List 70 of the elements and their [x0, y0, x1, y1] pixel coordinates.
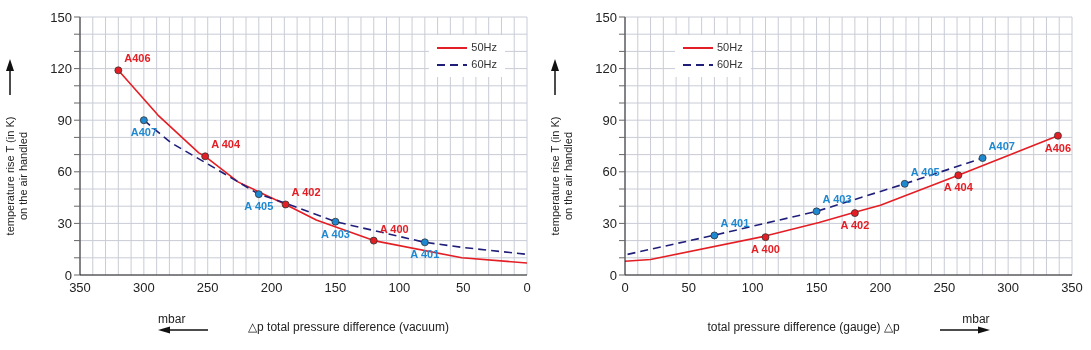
- y-tick-label: 90: [602, 112, 617, 128]
- point: [761, 233, 770, 242]
- point: [1054, 131, 1062, 140]
- point: [331, 217, 340, 226]
- point: [850, 209, 859, 217]
- x-axis-title: △p total pressure difference (vacuum): [248, 320, 449, 334]
- point: [954, 171, 963, 180]
- x-tick-label: 0: [621, 280, 629, 296]
- y-tick-label: 0: [64, 267, 72, 283]
- legend-label: 50Hz: [471, 40, 497, 55]
- point: [812, 207, 821, 216]
- y-axis-title: temperature rise T (in K) on the air handled: [4, 116, 29, 236]
- data-label: A 401: [410, 248, 440, 261]
- data-label: A406: [124, 52, 151, 65]
- y-tick-label: 120: [595, 61, 617, 77]
- x-tick-label: 200: [260, 280, 283, 296]
- point: [201, 152, 210, 161]
- y-tick-label: 150: [50, 9, 72, 25]
- y-tick-label: 60: [602, 164, 617, 180]
- legend-label: 60Hz: [717, 57, 743, 72]
- x-tick-label: 350: [1061, 280, 1083, 296]
- point: [900, 179, 909, 188]
- x-tick-label: 300: [997, 280, 1019, 296]
- y-axis-title: temperature rise T (in K) on the air handled: [549, 116, 574, 236]
- x-tick-label: 50: [455, 280, 471, 296]
- point: [369, 236, 378, 245]
- data-label: A 404: [943, 181, 974, 194]
- data-label: A 405: [910, 165, 940, 178]
- point: [139, 116, 148, 125]
- data-label: A406: [1044, 141, 1072, 154]
- legend-label: 60Hz: [471, 57, 497, 72]
- point: [420, 238, 429, 247]
- y-tick-label: 90: [57, 112, 72, 128]
- data-label: A 403: [320, 227, 350, 240]
- y-tick-label: 30: [57, 216, 72, 232]
- y-tick-label: 120: [50, 61, 72, 77]
- point: [281, 200, 290, 209]
- data-label: A 404: [211, 138, 241, 151]
- x-tick-label: 150: [324, 280, 347, 296]
- y-tick-label: 30: [602, 216, 617, 232]
- x-tick-label: 100: [388, 280, 411, 296]
- x-tick-label: 100: [741, 280, 764, 296]
- data-label: A 400: [379, 222, 409, 235]
- point: [710, 231, 719, 240]
- x-tick-label: 300: [133, 280, 155, 296]
- data-label: A407: [988, 140, 1015, 153]
- y-tick-label: 0: [609, 267, 617, 283]
- y-tick-label: 60: [57, 164, 72, 180]
- data-label: A 405: [244, 200, 274, 213]
- data-label: A407: [130, 126, 158, 139]
- x-tick-label: 250: [933, 280, 956, 296]
- text: mbar: [962, 312, 990, 326]
- x-axis-title: total pressure difference (gauge) △p: [707, 320, 900, 334]
- point: [978, 154, 987, 162]
- data-label: A 401: [720, 217, 750, 230]
- data-label: A 400: [751, 243, 780, 256]
- x-tick-label: 50: [681, 280, 697, 296]
- x-tick-label: 150: [805, 280, 828, 296]
- y-tick-label: 150: [595, 9, 617, 25]
- legend-label: 50Hz: [717, 40, 743, 55]
- data-label: A 402: [840, 219, 870, 232]
- point: [114, 66, 123, 75]
- point: [254, 190, 263, 199]
- text: mbar: [158, 312, 186, 326]
- x-tick-label: 350: [69, 280, 91, 296]
- data-label: A 403: [822, 193, 852, 206]
- data-label: A 402: [291, 186, 321, 199]
- x-tick-label: 250: [196, 280, 219, 296]
- x-tick-label: 200: [869, 280, 892, 296]
- x-tick-label: 0: [523, 280, 531, 296]
